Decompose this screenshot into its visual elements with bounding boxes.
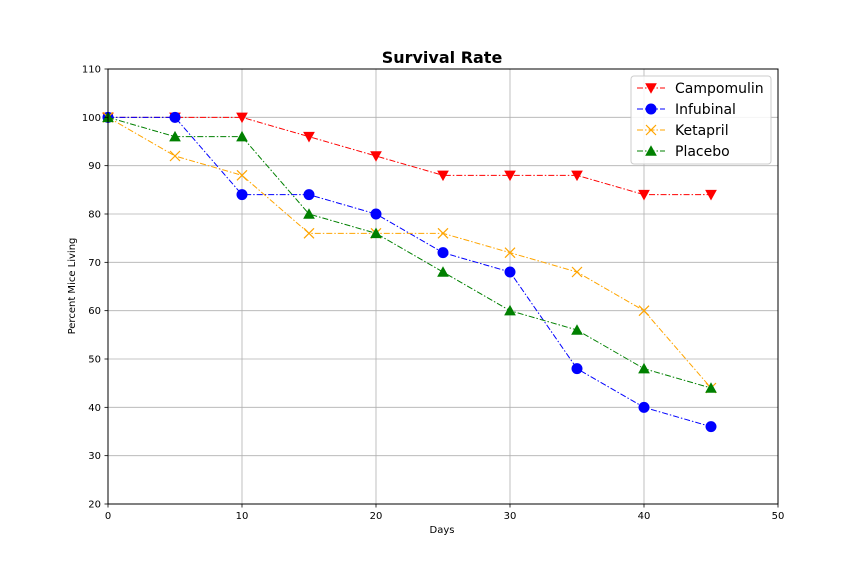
legend-item-placebo: Placebo bbox=[637, 144, 730, 160]
marker-stroke bbox=[437, 227, 449, 239]
data-point-placebo bbox=[705, 382, 717, 393]
marker-stroke bbox=[571, 266, 583, 278]
y-tick-label: 110 bbox=[82, 65, 101, 76]
series-infubinal bbox=[102, 111, 717, 433]
marker-stroke bbox=[236, 169, 248, 181]
data-point-infubinal bbox=[437, 247, 449, 259]
y-tick-label: 30 bbox=[88, 451, 101, 462]
y-tick-label: 20 bbox=[88, 500, 101, 511]
legend-item-campomulin: Campomulin bbox=[637, 81, 764, 97]
data-point-ketapril bbox=[236, 169, 248, 181]
data-point-placebo bbox=[303, 208, 315, 219]
data-point-infubinal bbox=[236, 189, 248, 201]
plot-frame bbox=[107, 68, 779, 505]
marker-stroke bbox=[169, 150, 181, 162]
data-point-infubinal bbox=[504, 266, 516, 278]
y-tick-label: 40 bbox=[88, 403, 101, 414]
data-point-infubinal bbox=[571, 363, 583, 375]
legend-marker bbox=[645, 145, 657, 156]
series-line-placebo bbox=[107, 116, 712, 389]
legend-item-ketapril: Ketapril bbox=[637, 123, 729, 139]
data-point-campomulin bbox=[303, 131, 315, 143]
series-line-ketapril bbox=[107, 116, 712, 389]
legend-label: Placebo bbox=[675, 144, 730, 160]
marker-stroke bbox=[303, 227, 315, 239]
legend-box bbox=[630, 75, 772, 165]
y-tick-label: 70 bbox=[88, 258, 101, 269]
ticks: 0 10 20 30 40 50 20 30 40 50 60 70 80 90 100 110 bbox=[82, 65, 784, 523]
series-layer bbox=[102, 111, 717, 433]
data-point-infubinal bbox=[638, 401, 650, 413]
data-point-ketapril bbox=[169, 150, 181, 162]
data-point-campomulin bbox=[705, 189, 717, 201]
y-tick-label: 100 bbox=[82, 113, 101, 124]
series-ketapril bbox=[102, 111, 717, 394]
x-tick-label: 50 bbox=[772, 511, 785, 522]
legend: Campomulin Infubinal Ketapril Placebo bbox=[630, 75, 772, 165]
legend-label: Infubinal bbox=[675, 102, 736, 118]
data-point-campomulin bbox=[504, 170, 516, 182]
legend-marker bbox=[645, 124, 657, 136]
data-point-placebo bbox=[370, 227, 382, 239]
legend-marker bbox=[645, 83, 657, 94]
series-campomulin bbox=[102, 112, 717, 201]
x-tick-label: 30 bbox=[504, 511, 517, 522]
data-point-ketapril bbox=[571, 266, 583, 278]
data-point-placebo bbox=[504, 304, 516, 316]
x-axis-label: Days bbox=[430, 525, 455, 536]
data-point-campomulin bbox=[638, 189, 650, 201]
data-point-placebo bbox=[437, 266, 449, 277]
series-line-infubinal bbox=[108, 116, 712, 428]
data-point-placebo bbox=[571, 324, 583, 335]
legend-label: Ketapril bbox=[675, 123, 729, 139]
data-point-ketapril bbox=[437, 227, 449, 239]
data-point-placebo bbox=[169, 130, 181, 142]
chart-title: Survival Rate bbox=[382, 48, 503, 67]
y-tick-label: 50 bbox=[88, 355, 101, 366]
data-point-ketapril bbox=[504, 247, 516, 259]
marker-stroke bbox=[645, 124, 657, 136]
marker-stroke bbox=[504, 247, 516, 259]
legend-marker bbox=[645, 103, 657, 115]
data-point-campomulin bbox=[236, 112, 248, 124]
x-tick-label: 40 bbox=[638, 511, 651, 522]
data-point-infubinal bbox=[169, 111, 181, 123]
data-point-campomulin bbox=[571, 170, 583, 182]
y-tick-label: 60 bbox=[88, 306, 101, 317]
legend-item-infubinal: Infubinal bbox=[637, 102, 736, 118]
x-tick-label: 20 bbox=[370, 511, 383, 522]
legend-label: Campomulin bbox=[675, 81, 764, 97]
data-point-placebo bbox=[638, 362, 650, 374]
data-point-campomulin bbox=[437, 170, 449, 182]
data-point-campomulin bbox=[370, 151, 382, 162]
data-point-infubinal bbox=[705, 421, 717, 433]
series-placebo bbox=[102, 111, 717, 393]
data-point-ketapril bbox=[638, 305, 650, 317]
data-point-infubinal bbox=[370, 208, 382, 220]
data-point-placebo bbox=[236, 130, 248, 142]
y-axis-label: Percent Mice Living bbox=[67, 238, 78, 335]
y-tick-label: 80 bbox=[88, 210, 101, 221]
x-tick-label: 0 bbox=[105, 511, 111, 522]
data-point-ketapril bbox=[303, 227, 315, 239]
x-tick-label: 10 bbox=[236, 511, 249, 522]
marker-stroke bbox=[638, 305, 650, 317]
data-point-infubinal bbox=[303, 189, 315, 201]
series-line-campomulin bbox=[108, 116, 711, 196]
y-tick-label: 90 bbox=[88, 161, 101, 172]
